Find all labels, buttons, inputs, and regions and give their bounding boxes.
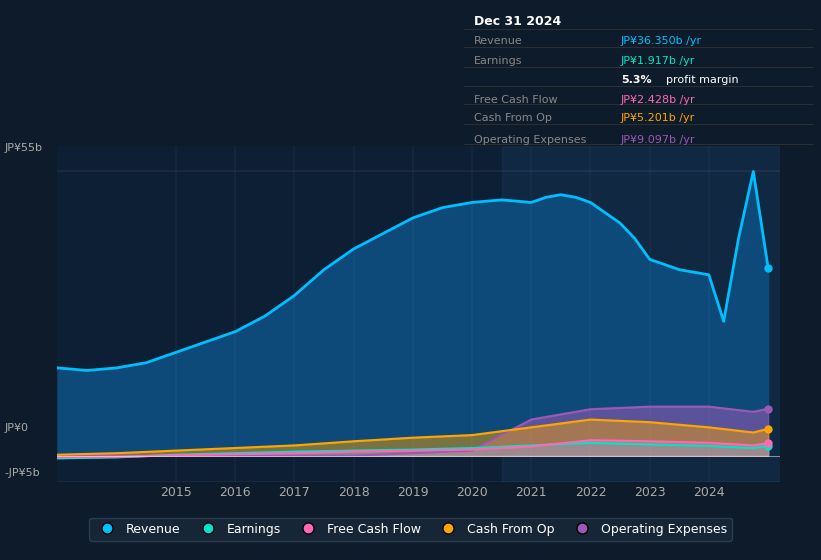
Text: JP¥9.097b /yr: JP¥9.097b /yr xyxy=(621,135,695,145)
Bar xyxy=(502,146,780,482)
Text: JP¥2.428b /yr: JP¥2.428b /yr xyxy=(621,95,695,105)
Text: JP¥5.201b /yr: JP¥5.201b /yr xyxy=(621,114,695,123)
Text: JP¥55b: JP¥55b xyxy=(4,143,42,153)
Legend: Revenue, Earnings, Free Cash Flow, Cash From Op, Operating Expenses: Revenue, Earnings, Free Cash Flow, Cash … xyxy=(89,517,732,541)
Text: -JP¥5b: -JP¥5b xyxy=(4,468,39,478)
Text: JP¥0: JP¥0 xyxy=(4,423,28,433)
Text: Dec 31 2024: Dec 31 2024 xyxy=(475,15,562,28)
Text: 5.3%: 5.3% xyxy=(621,75,652,85)
Text: JP¥36.350b /yr: JP¥36.350b /yr xyxy=(621,36,702,46)
Text: Operating Expenses: Operating Expenses xyxy=(475,135,587,145)
Text: Cash From Op: Cash From Op xyxy=(475,114,553,123)
Text: Free Cash Flow: Free Cash Flow xyxy=(475,95,558,105)
Text: profit margin: profit margin xyxy=(667,75,739,85)
Text: JP¥1.917b /yr: JP¥1.917b /yr xyxy=(621,57,695,67)
Text: Revenue: Revenue xyxy=(475,36,523,46)
Text: Earnings: Earnings xyxy=(475,57,523,67)
